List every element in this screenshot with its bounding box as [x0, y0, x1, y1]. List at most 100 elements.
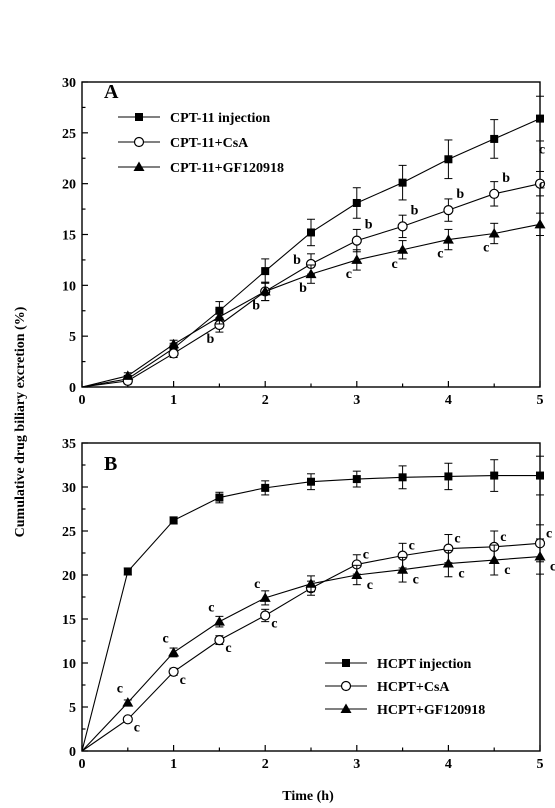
data-point — [442, 558, 454, 568]
significance-label: c — [504, 563, 510, 578]
legend-b: HCPT injection HCPT+CsA HCPT+GF120918 — [325, 657, 485, 718]
significance-label: b — [502, 171, 510, 186]
significance-label: c — [483, 240, 489, 255]
legend-label: HCPT+CsA — [377, 680, 450, 695]
significance-label: c — [208, 601, 214, 616]
x-tick-label-a: 0 — [79, 393, 86, 408]
significance-label: c — [454, 532, 460, 547]
data-point — [122, 370, 134, 380]
data-point — [215, 493, 224, 502]
x-tick-label-b: 2 — [262, 757, 269, 772]
data-point — [123, 567, 132, 576]
data-point — [122, 714, 133, 725]
significance-label: c — [546, 526, 552, 541]
y-tick-label-b: 15 — [62, 613, 76, 628]
legend-marker — [340, 703, 352, 713]
significance-label: c — [539, 143, 545, 158]
data-point — [397, 221, 408, 232]
y-tick-label-a: 0 — [69, 381, 76, 396]
y-tick-label-a: 5 — [69, 330, 76, 345]
y-tick-label-b: 10 — [62, 657, 76, 672]
data-point — [168, 348, 179, 359]
panel-letter-b: B — [104, 453, 117, 475]
y-tick-label-b: 30 — [62, 481, 76, 496]
significance-label: b — [252, 298, 260, 313]
y-tick-label-a: 20 — [62, 178, 76, 193]
data-point — [259, 285, 271, 296]
x-tick-label-b: 0 — [79, 757, 86, 772]
legend-marker — [133, 136, 145, 148]
significance-label: b — [411, 203, 419, 218]
data-point — [307, 477, 315, 486]
legend-marker — [133, 161, 145, 171]
data-point — [397, 564, 409, 574]
series-line-b-2 — [81, 542, 541, 752]
panel-letter-a: A — [104, 81, 119, 103]
significance-label: c — [363, 547, 369, 562]
y-tick-label-a: 10 — [62, 279, 76, 294]
x-tick-label-b: 4 — [445, 757, 452, 772]
data-point — [398, 178, 407, 187]
y-tick-label-b: 0 — [69, 745, 76, 760]
series-line-a-1 — [81, 118, 541, 388]
series-b-1 — [81, 455, 544, 752]
significance-label: c — [134, 720, 140, 735]
y-tick-label-b: 5 — [69, 701, 76, 716]
data-point — [490, 134, 499, 143]
data-point — [490, 471, 499, 480]
legend-a: CPT-11 injection CPT-11+CsA CPT-11+GF12091… — [118, 111, 284, 176]
legend-label: HCPT injection — [377, 657, 471, 672]
x-tick-label-a: 4 — [445, 393, 452, 408]
x-tick-label-a: 5 — [537, 393, 544, 408]
significance-label: b — [207, 332, 215, 347]
significance-label: b — [365, 218, 373, 233]
y-tick-label-a: 25 — [62, 127, 76, 142]
data-point — [488, 227, 500, 238]
significance-label: b — [299, 281, 307, 296]
data-point — [536, 114, 544, 123]
data-point — [536, 471, 544, 480]
data-point — [213, 311, 225, 321]
y-tick-label-b: 35 — [62, 437, 76, 452]
data-point — [442, 234, 454, 244]
data-point — [352, 198, 361, 207]
series-line-a-3 — [81, 223, 541, 388]
data-point — [168, 338, 180, 349]
data-point — [260, 610, 271, 621]
data-point — [351, 569, 363, 579]
data-point — [398, 473, 407, 482]
legend-label: CPT-11+GF120918 — [170, 161, 284, 176]
data-point — [534, 178, 546, 189]
significance-label: c — [162, 631, 168, 646]
data-point — [444, 472, 453, 481]
significance-label: c — [409, 539, 415, 554]
significance-label: c — [458, 567, 464, 582]
data-point — [214, 635, 225, 646]
x-tick-label-b: 1 — [170, 757, 177, 772]
y-tick-label-b: 25 — [62, 525, 76, 540]
significance-label: c — [437, 247, 443, 262]
significance-label: c — [346, 267, 352, 282]
legend-marker — [342, 659, 350, 667]
significance-label: c — [391, 257, 397, 272]
y-tick-label-a: 30 — [62, 76, 76, 91]
series-a-1 — [81, 95, 544, 388]
data-point — [305, 268, 317, 279]
x-tick-label-a: 1 — [170, 393, 177, 408]
significance-label: b — [456, 187, 464, 202]
series-line-a-2 — [81, 183, 541, 388]
data-point — [261, 483, 270, 492]
data-point — [397, 244, 409, 254]
data-point — [443, 205, 454, 216]
data-point — [351, 235, 362, 246]
significance-label: c — [500, 530, 506, 545]
y-tick-label-b: 20 — [62, 569, 76, 584]
significance-label: c — [413, 573, 419, 588]
legend-label: CPT-11 injection — [170, 111, 270, 126]
data-point — [444, 155, 453, 164]
significance-label: b — [293, 253, 301, 268]
data-point — [488, 554, 500, 565]
